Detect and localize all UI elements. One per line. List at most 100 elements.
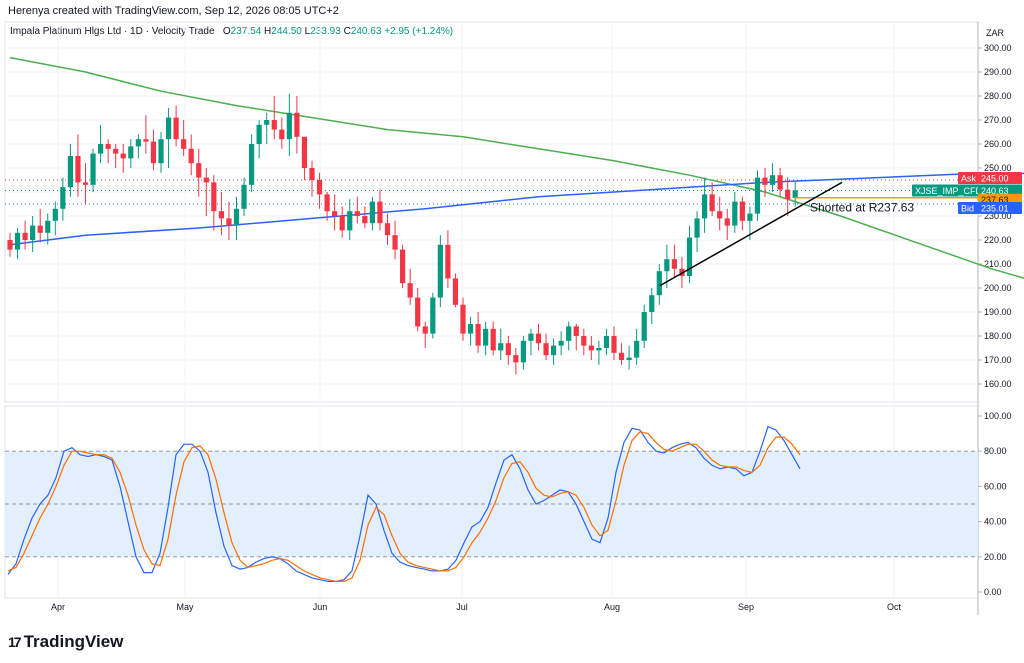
candle-body	[671, 259, 677, 269]
candle-body	[769, 175, 776, 185]
candle-body	[415, 297, 421, 327]
candle-body	[105, 144, 111, 149]
candle-body	[513, 355, 519, 363]
time-axis-label: Sep	[738, 602, 754, 612]
stoch-d-line	[7, 431, 801, 582]
candle-body	[641, 312, 647, 341]
candle-body	[90, 153, 96, 185]
osc-axis-label: 60.00	[984, 481, 1007, 491]
candle-body	[709, 194, 715, 212]
candle-body	[203, 177, 209, 183]
ask-price-tag: 245.00	[981, 174, 1009, 184]
candle-body	[392, 235, 398, 250]
candle-body	[732, 201, 738, 226]
candle-body	[566, 326, 572, 341]
candle-body	[505, 343, 511, 356]
osc-axis-label: 40.00	[984, 517, 1007, 527]
candle-body	[724, 218, 730, 226]
candle-body	[98, 144, 104, 154]
price-axis-label: 250.00	[984, 163, 1012, 173]
candle-body	[777, 175, 783, 190]
candle-body	[437, 244, 443, 298]
candle-body	[452, 278, 459, 305]
candle-body	[45, 220, 51, 233]
candle-body	[286, 112, 292, 140]
candle-body	[498, 343, 504, 351]
candle-body	[309, 168, 315, 180]
high-value: 244.50	[271, 26, 302, 37]
price-axis-label: 290.00	[984, 67, 1012, 77]
candle-body	[158, 139, 164, 164]
candle-body	[400, 249, 406, 284]
candle-body	[490, 328, 496, 351]
price-axis-label: 220.00	[984, 235, 1012, 245]
time-axis-label: Jun	[313, 602, 328, 612]
trendline	[659, 181, 843, 287]
candle-body	[339, 216, 345, 231]
currency-label: ZAR	[986, 28, 1005, 38]
candle-body	[596, 348, 602, 351]
candle-body	[22, 232, 28, 240]
candle-body	[739, 201, 745, 221]
candle-body	[120, 153, 126, 159]
change-value: +2.95 (+1.24%)	[384, 26, 454, 37]
candle-body	[475, 324, 481, 346]
short-level-tag: 237.63	[981, 195, 1009, 205]
candle-body	[611, 336, 617, 353]
candle-body	[150, 141, 157, 164]
ask-price-tag-bg	[978, 172, 1022, 184]
time-axis-label: Jul	[456, 602, 468, 612]
candle-body	[656, 271, 662, 296]
candle-body	[649, 295, 655, 312]
candle-body	[581, 336, 587, 346]
time-axis-label: May	[176, 602, 194, 612]
candle-body	[188, 148, 194, 164]
candle-body	[316, 180, 323, 195]
candle-body	[362, 216, 368, 224]
candle-body	[196, 163, 202, 178]
osc-axis-label: 80.00	[984, 446, 1007, 456]
candle-body	[702, 194, 708, 219]
symbol-legend: Impala Platinum Hlgs Ltd · 1D · Velocity…	[10, 26, 454, 37]
time-axis-label: Oct	[887, 602, 902, 612]
candle-body	[422, 326, 428, 334]
candle-body	[294, 112, 300, 137]
candle-body	[354, 211, 360, 216]
candle-body	[256, 124, 262, 144]
candle-body	[588, 345, 594, 351]
candle-body	[14, 232, 21, 250]
candle-body	[520, 340, 526, 363]
candle-body	[785, 189, 791, 200]
candle-body	[165, 117, 172, 140]
candle-body	[483, 328, 489, 346]
candle-body	[271, 120, 277, 130]
candle-body	[324, 194, 330, 212]
price-axis-label: 190.00	[984, 307, 1012, 317]
candle-body	[686, 237, 693, 276]
candle-body	[241, 184, 247, 209]
symbol-title[interactable]: Impala Platinum Hlgs Ltd · 1D · Velocity…	[10, 26, 215, 37]
candle-body	[377, 201, 383, 224]
tradingview-logo[interactable]: 17 TradingView	[8, 632, 123, 652]
candle-body	[445, 244, 451, 279]
candle-body	[467, 324, 474, 334]
symbol-tag-bg	[912, 184, 982, 197]
candle-body	[75, 156, 81, 183]
price-axis-label: 180.00	[984, 331, 1012, 341]
candle-body	[535, 333, 542, 344]
creator-line: Herenya created with TradingView.com, Se…	[8, 5, 339, 17]
candle-body	[82, 182, 89, 185]
ask-label-tag: Ask	[961, 174, 977, 184]
candle-body	[460, 304, 466, 334]
candle-body	[664, 259, 670, 272]
bid-label-tag: Bid	[961, 203, 974, 213]
candle-body	[603, 336, 610, 348]
bid-price-tag: 235.01	[981, 203, 1009, 213]
candle-body	[694, 218, 700, 238]
open-value: 237.54	[230, 26, 262, 37]
candle-body	[128, 146, 134, 159]
candle-body	[279, 129, 285, 140]
candle-body	[226, 218, 232, 226]
candle-body	[218, 211, 224, 219]
